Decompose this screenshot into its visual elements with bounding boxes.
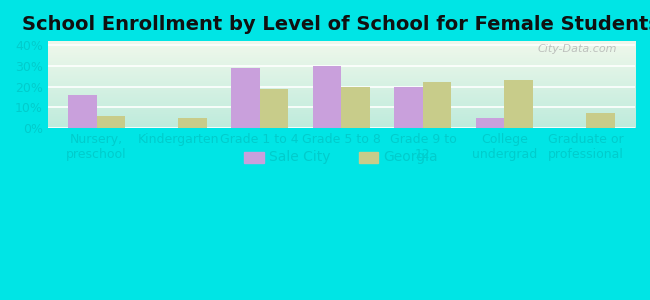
Bar — [423, 82, 452, 128]
Title: School Enrollment by Level of School for Female Students: School Enrollment by Level of School for… — [23, 15, 650, 34]
Bar — [97, 116, 125, 128]
Bar — [260, 89, 289, 128]
Bar — [476, 118, 504, 128]
Bar — [504, 80, 533, 128]
Bar — [231, 68, 260, 128]
Bar — [313, 66, 341, 128]
Bar — [395, 87, 423, 128]
Bar — [586, 113, 615, 128]
Legend: Sale City, Georgia: Sale City, Georgia — [237, 143, 445, 171]
Text: City-Data.com: City-Data.com — [538, 44, 617, 54]
Bar — [341, 87, 370, 128]
Bar — [178, 118, 207, 128]
Bar — [68, 95, 97, 128]
